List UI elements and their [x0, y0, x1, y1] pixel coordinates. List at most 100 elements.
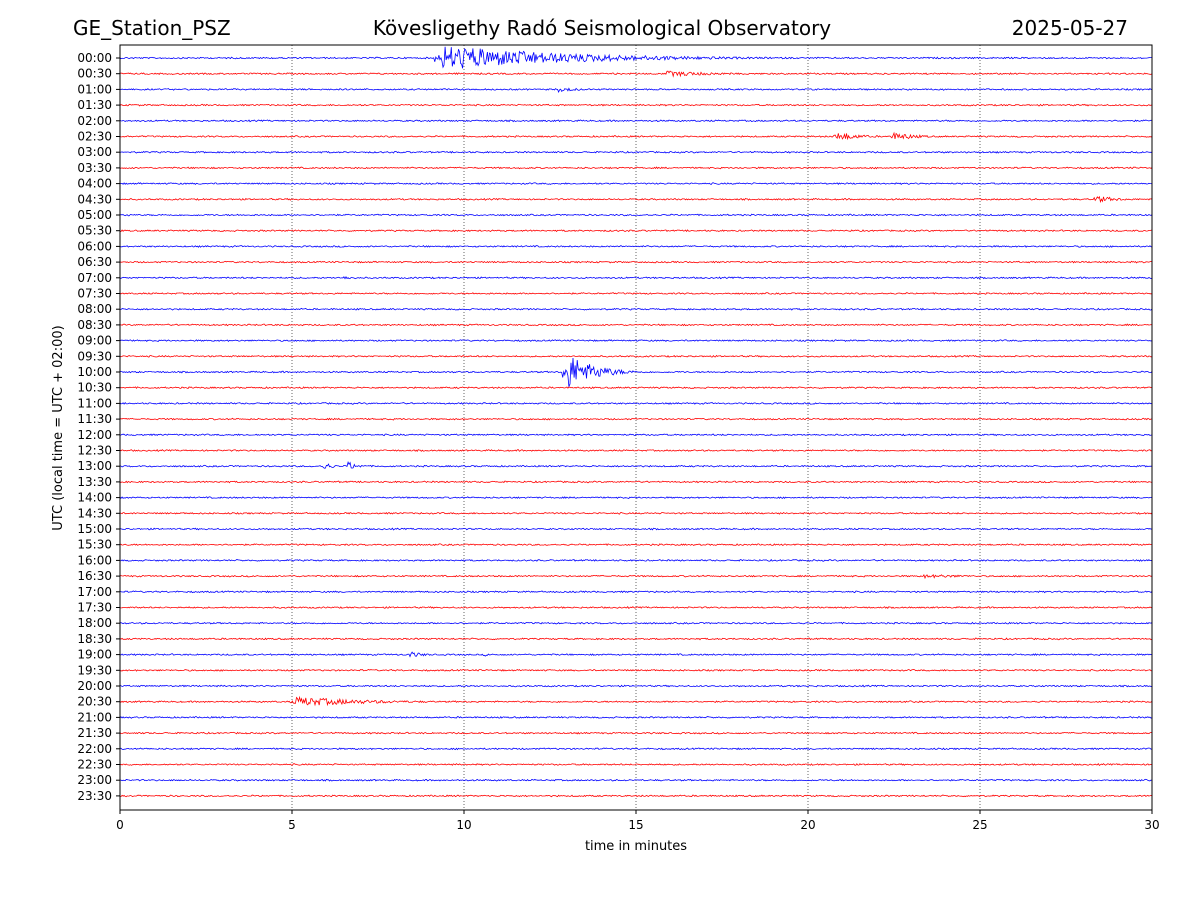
seismogram-trace	[119, 621, 1153, 625]
y-tick-label: 12:30	[77, 444, 112, 458]
y-tick-label: 18:30	[77, 632, 112, 646]
x-tick-label: 25	[972, 818, 987, 832]
x-axis-label: time in minutes	[585, 839, 687, 854]
seismogram-trace	[119, 87, 1153, 94]
date-label: 2025-05-27	[1012, 16, 1128, 40]
seismogram-trace	[119, 131, 1153, 141]
seismogram-trace	[119, 323, 1153, 327]
seismogram-trace	[119, 461, 1152, 469]
seismogram-trace	[119, 244, 1153, 248]
seismogram-trace	[119, 401, 1153, 405]
y-tick-label: 13:30	[77, 475, 112, 489]
seismogram-trace	[119, 778, 1153, 782]
y-tick-label: 10:30	[77, 381, 112, 395]
seismogram-trace	[119, 229, 1153, 233]
seismogram-trace	[119, 182, 1153, 186]
y-tick-label: 09:30	[77, 349, 112, 363]
station-label: GE_Station_PSZ	[73, 16, 231, 40]
seismogram-trace	[119, 195, 1153, 204]
seismogram-trace	[119, 715, 1153, 719]
seismogram-trace	[119, 213, 1153, 217]
y-tick-label: 02:30	[77, 130, 112, 144]
y-tick-label: 23:30	[77, 789, 112, 803]
seismogram-trace	[119, 150, 1153, 154]
x-tick-label: 0	[116, 818, 124, 832]
y-tick-label: 05:00	[77, 208, 112, 222]
y-tick-label: 04:00	[77, 177, 112, 191]
seismogram-trace	[119, 103, 1153, 107]
x-tick-label: 20	[800, 818, 815, 832]
seismogram-trace	[119, 574, 1153, 580]
y-tick-label: 11:00	[77, 396, 112, 410]
x-tick-label: 5	[288, 818, 296, 832]
seismogram-trace	[119, 637, 1153, 641]
seismogram-trace	[119, 684, 1153, 688]
y-tick-label: 07:30	[77, 287, 112, 301]
x-tick-labels: 0 5 10 15 20 25 30	[116, 810, 1160, 832]
y-tick-label: 03:00	[77, 145, 112, 159]
seismogram-trace	[119, 511, 1153, 515]
seismogram-trace	[119, 763, 1153, 766]
seismogram-trace	[119, 417, 1152, 421]
seismogram-trace	[119, 590, 1153, 594]
y-tick-label: 14:30	[77, 506, 112, 520]
plot-frame	[119, 44, 1153, 811]
seismogram-trace	[119, 449, 1153, 452]
y-tick-label: 00:00	[77, 51, 112, 65]
seismogram-trace	[119, 354, 1153, 358]
y-tick-label: 23:00	[77, 773, 112, 787]
seismogram-trace	[119, 794, 1153, 798]
y-tick-label: 09:00	[77, 334, 112, 348]
y-tick-label: 08:00	[77, 302, 112, 316]
seismogram-trace	[119, 260, 1153, 264]
seismogram-trace	[119, 357, 1153, 389]
seismogram-trace	[119, 386, 1153, 390]
seismogram-trace	[119, 558, 1153, 562]
seismogram-trace	[119, 119, 1152, 123]
seismogram-trace	[119, 339, 1153, 343]
grid-lines	[291, 45, 981, 810]
seismogram-trace	[119, 496, 1153, 500]
y-tick-label: 02:00	[77, 114, 112, 128]
y-tick-label: 01:30	[77, 98, 112, 112]
y-tick-label: 16:30	[77, 569, 112, 583]
seismogram-trace	[119, 668, 1153, 672]
y-tick-label: 03:30	[77, 161, 112, 175]
seismogram-trace	[120, 606, 1153, 609]
y-tick-label: 00:30	[77, 67, 112, 81]
y-tick-label: 19:30	[77, 663, 112, 677]
seismogram-trace	[119, 70, 1153, 78]
y-tick-label: 08:30	[77, 318, 112, 332]
y-tick-label: 05:30	[77, 224, 112, 238]
seismogram-trace	[119, 166, 1153, 170]
seismogram-trace	[119, 292, 1153, 295]
y-tick-label: 13:00	[77, 459, 112, 473]
y-tick-label: 17:30	[77, 601, 112, 615]
seismogram-trace	[119, 695, 1153, 707]
seismogram-trace	[120, 747, 1153, 751]
seismogram-trace	[119, 46, 1153, 69]
seismogram-traces	[119, 46, 1153, 798]
y-tick-label: 01:00	[77, 82, 112, 96]
y-tick-label: 21:00	[77, 710, 112, 724]
y-tick-label: 22:00	[77, 742, 112, 756]
y-tick-label: 04:30	[77, 192, 112, 206]
y-tick-label: 17:00	[77, 585, 112, 599]
y-tick-label: 15:00	[77, 522, 112, 536]
x-tick-label: 30	[1144, 818, 1159, 832]
y-tick-label: 06:30	[77, 255, 112, 269]
y-tick-label: 21:30	[77, 726, 112, 740]
y-tick-label: 07:00	[77, 271, 112, 285]
y-tick-label: 19:00	[77, 648, 112, 662]
y-tick-label: 20:30	[77, 695, 112, 709]
seismogram-trace	[119, 480, 1153, 484]
x-tick-label: 10	[456, 818, 471, 832]
seismogram-trace	[119, 731, 1153, 735]
seismogram-trace	[120, 543, 1152, 546]
seismogram-trace	[119, 275, 1153, 280]
chart-title: Kövesligethy Radó Seismological Observat…	[373, 16, 831, 40]
y-tick-label: 16:00	[77, 553, 112, 567]
y-tick-label: 20:00	[77, 679, 112, 693]
